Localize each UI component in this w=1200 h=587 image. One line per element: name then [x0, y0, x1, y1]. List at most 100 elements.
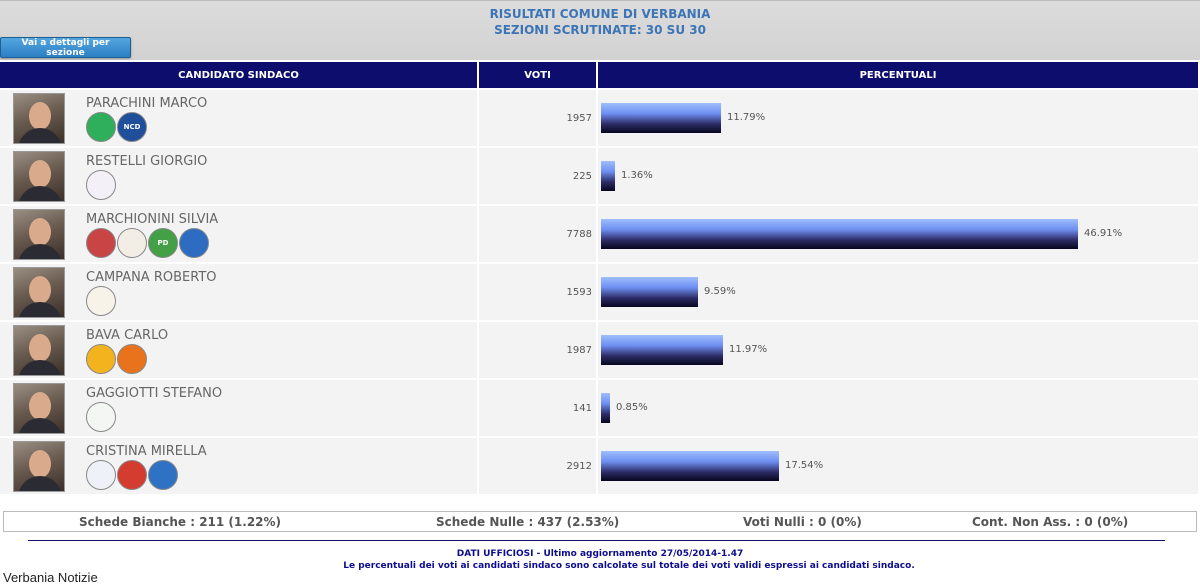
contested-votes-stat: Cont. Non Ass. : 0 (0%)	[972, 515, 1129, 529]
percent-cell: 0.85%	[598, 380, 1198, 436]
candidate-name: BAVA CARLO	[86, 328, 169, 343]
percent-cell: 11.97%	[598, 322, 1198, 378]
null-votes-stat: Voti Nulli : 0 (0%)	[743, 515, 862, 529]
ballot-stats-bar: Schede Bianche : 211 (1.22%) Schede Null…	[3, 511, 1197, 532]
percent-label: 11.97%	[729, 344, 768, 355]
candidate-photo	[13, 151, 65, 202]
table-row: RESTELLI GIORGIO 225 1.36%	[0, 148, 1198, 204]
candidate-name: RESTELLI GIORGIO	[86, 154, 208, 169]
percent-cell: 9.59%	[598, 264, 1198, 320]
candidate-photo	[13, 383, 65, 434]
percent-label: 9.59%	[704, 286, 736, 297]
party-logos: NCD	[86, 112, 147, 142]
table-row: GAGGIOTTI STEFANO 141 0.85%	[0, 380, 1198, 436]
party-logo	[86, 112, 116, 142]
table-row: CAMPANA ROBERTO 1593 9.59%	[0, 264, 1198, 320]
candidate-cell: PARACHINI MARCO NCD	[0, 90, 477, 146]
percent-label: 17.54%	[785, 460, 824, 471]
percent-cell: 46.91%	[598, 206, 1198, 262]
candidate-photo	[13, 441, 65, 492]
column-header-votes: VOTI	[479, 62, 596, 88]
percent-bar	[601, 451, 779, 481]
party-logo	[86, 344, 116, 374]
page-header: RISULTATI COMUNE DI VERBANIA SEZIONI SCR…	[0, 0, 1200, 60]
party-logo	[179, 228, 209, 258]
percent-bar	[601, 277, 698, 307]
shoulders-shape	[18, 302, 62, 317]
percent-bar	[601, 161, 615, 191]
party-logos: PD	[86, 228, 209, 258]
candidate-photo	[13, 209, 65, 260]
votes-cell: 1987	[479, 322, 596, 378]
face-shape	[29, 450, 51, 478]
footer-percent-note: Le percentuali dei voti ai candidati sin…	[343, 561, 915, 571]
candidate-cell: BAVA CARLO	[0, 322, 477, 378]
votes-cell: 1957	[479, 90, 596, 146]
column-header-percent: PERCENTUALI	[598, 62, 1198, 88]
votes-cell: 225	[479, 148, 596, 204]
candidate-cell: MARCHIONINI SILVIA PD	[0, 206, 477, 262]
percent-cell: 11.79%	[598, 90, 1198, 146]
percent-bar	[601, 335, 723, 365]
candidate-cell: GAGGIOTTI STEFANO	[0, 380, 477, 436]
party-logo	[148, 460, 178, 490]
candidate-name: CAMPANA ROBERTO	[86, 270, 217, 285]
page-title: RISULTATI COMUNE DI VERBANIA	[489, 7, 711, 21]
party-logo	[117, 460, 147, 490]
null-ballots-stat: Schede Nulle : 437 (2.53%)	[436, 515, 620, 529]
percent-bar	[601, 219, 1078, 249]
candidate-name: MARCHIONINI SILVIA	[86, 212, 219, 227]
shoulders-shape	[18, 186, 62, 201]
percent-label: 11.79%	[727, 112, 766, 123]
votes-cell: 141	[479, 380, 596, 436]
party-logo	[86, 460, 116, 490]
candidate-photo	[13, 93, 65, 144]
party-logos	[86, 460, 178, 490]
percent-bar	[601, 393, 610, 423]
shoulders-shape	[18, 476, 62, 491]
candidate-cell: CAMPANA ROBERTO	[0, 264, 477, 320]
table-row: MARCHIONINI SILVIA PD 7788 46.91%	[0, 206, 1198, 262]
party-logo: NCD	[117, 112, 147, 142]
face-shape	[29, 392, 51, 420]
face-shape	[29, 334, 51, 362]
votes-cell: 7788	[479, 206, 596, 262]
shoulders-shape	[18, 128, 62, 143]
candidate-name: CRISTINA MIRELLA	[86, 444, 207, 459]
table-row: CRISTINA MIRELLA 2912 17.54%	[0, 438, 1198, 494]
party-logos	[86, 286, 116, 316]
candidate-name: GAGGIOTTI STEFANO	[86, 386, 223, 401]
table-row: PARACHINI MARCO NCD 1957 11.79%	[0, 90, 1198, 146]
votes-cell: 1593	[479, 264, 596, 320]
party-logo	[86, 402, 116, 432]
shoulders-shape	[18, 244, 62, 259]
percent-bar	[601, 103, 721, 133]
face-shape	[29, 102, 51, 130]
percent-cell: 1.36%	[598, 148, 1198, 204]
page-subtitle: SEZIONI SCRUTINATE: 30 SU 30	[494, 23, 706, 37]
percent-cell: 17.54%	[598, 438, 1198, 494]
party-logos	[86, 402, 116, 432]
shoulders-shape	[18, 360, 62, 375]
party-logo	[86, 286, 116, 316]
candidate-cell: RESTELLI GIORGIO	[0, 148, 477, 204]
party-logo	[117, 228, 147, 258]
details-by-section-button[interactable]: Vai a dettagli per sezione	[0, 37, 131, 58]
shoulders-shape	[18, 418, 62, 433]
party-logos	[86, 170, 116, 200]
percent-label: 46.91%	[1084, 228, 1123, 239]
candidate-photo	[13, 267, 65, 318]
party-logo	[117, 344, 147, 374]
watermark: Verbania Notizie	[3, 570, 98, 585]
party-logo: PD	[148, 228, 178, 258]
candidate-cell: CRISTINA MIRELLA	[0, 438, 477, 494]
table-row: BAVA CARLO 1987 11.97%	[0, 322, 1198, 378]
face-shape	[29, 160, 51, 188]
percent-label: 1.36%	[621, 170, 653, 181]
party-logo	[86, 170, 116, 200]
blank-ballots-stat: Schede Bianche : 211 (1.22%)	[79, 515, 282, 529]
party-logo	[86, 228, 116, 258]
percent-label: 0.85%	[616, 402, 648, 413]
candidate-name: PARACHINI MARCO	[86, 96, 208, 111]
column-header-candidate: CANDIDATO SINDACO	[0, 62, 477, 88]
